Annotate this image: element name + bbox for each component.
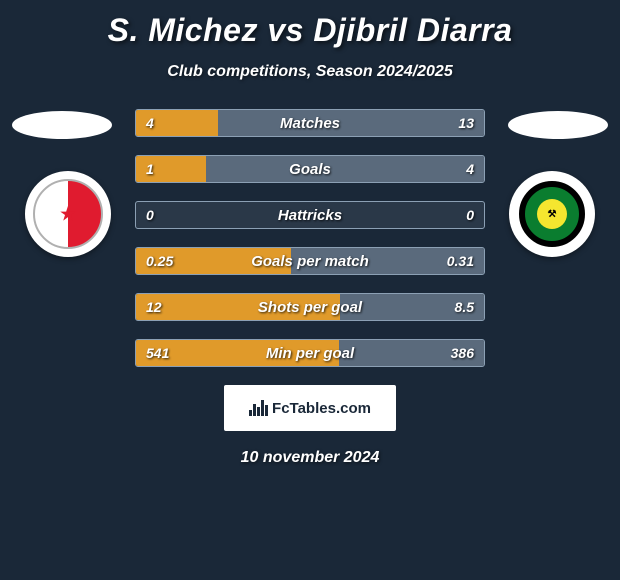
comparison-content: ★ ⚒ 4Matches131Goals40Hattricks00.25Goal… (0, 109, 620, 367)
snapshot-date: 10 november 2024 (0, 449, 620, 467)
comparison-subtitle: Club competitions, Season 2024/2025 (0, 63, 620, 81)
stat-value-right: 386 (441, 340, 484, 366)
player-right-oval (508, 111, 608, 139)
stat-bar-row: 0.25Goals per match0.31 (135, 247, 485, 275)
club-crest-left: ★ (25, 171, 111, 257)
stat-bar-row: 541Min per goal386 (135, 339, 485, 367)
club-crest-right: ⚒ (509, 171, 595, 257)
stat-bar-row: 4Matches13 (135, 109, 485, 137)
karvina-crest-icon: ⚒ (519, 181, 585, 247)
bar-chart-icon (249, 400, 268, 416)
stat-label: Goals per match (136, 248, 484, 274)
stat-bar-row: 12Shots per goal8.5 (135, 293, 485, 321)
stat-bar-row: 1Goals4 (135, 155, 485, 183)
comparison-title: S. Michez vs Djibril Diarra (0, 0, 620, 49)
stat-label: Min per goal (136, 340, 484, 366)
stat-label: Matches (136, 110, 484, 136)
stat-value-right: 4 (456, 156, 484, 182)
stats-bar-group: 4Matches131Goals40Hattricks00.25Goals pe… (135, 109, 485, 367)
slavia-crest-icon: ★ (33, 179, 103, 249)
stat-bar-row: 0Hattricks0 (135, 201, 485, 229)
stat-label: Shots per goal (136, 294, 484, 320)
stat-value-right: 0.31 (437, 248, 484, 274)
source-badge: FcTables.com (224, 385, 396, 431)
source-badge-text: FcTables.com (272, 400, 371, 417)
stat-label: Hattricks (136, 202, 484, 228)
stat-value-right: 0 (456, 202, 484, 228)
stat-value-right: 13 (448, 110, 484, 136)
stat-value-right: 8.5 (445, 294, 484, 320)
player-left-oval (12, 111, 112, 139)
stat-label: Goals (136, 156, 484, 182)
